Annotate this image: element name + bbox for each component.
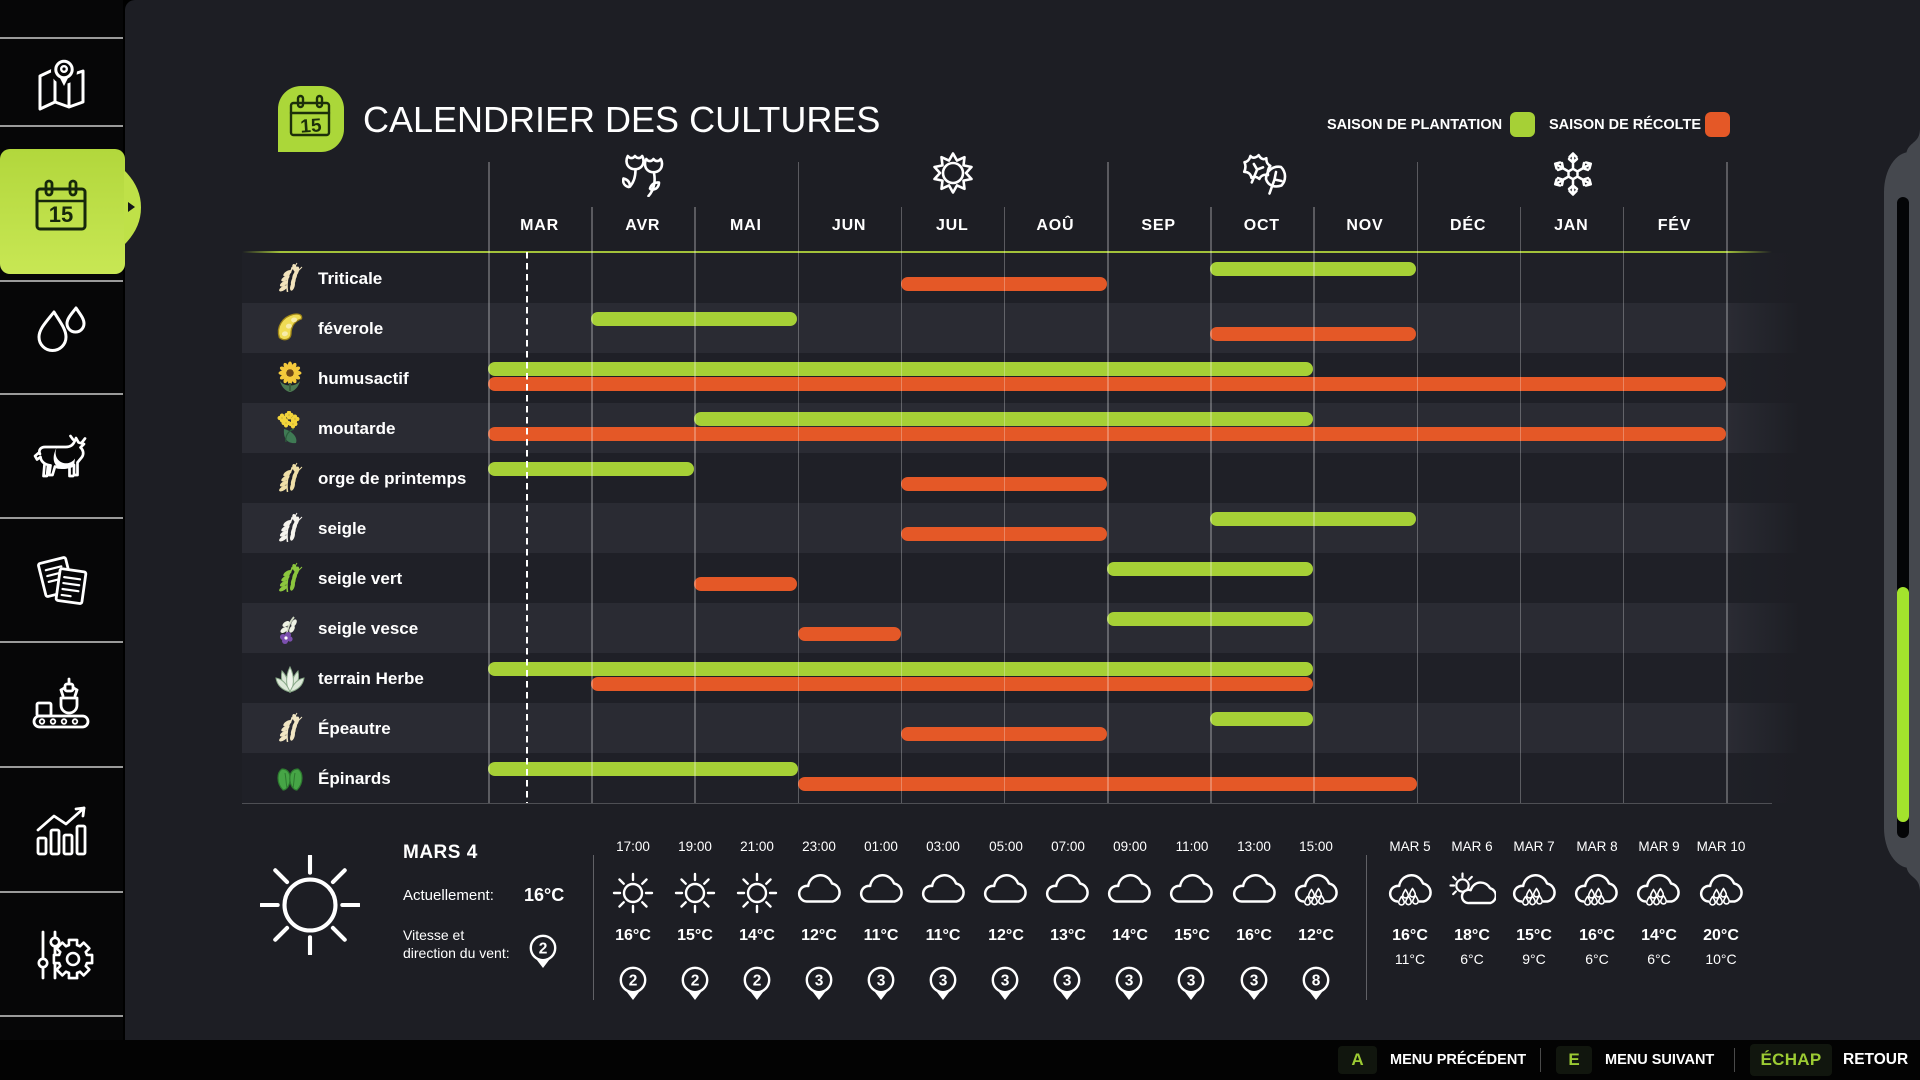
svg-text:3: 3 [1125, 973, 1134, 990]
svg-text:8: 8 [1312, 973, 1321, 990]
svg-text:3: 3 [877, 973, 886, 990]
svg-text:3: 3 [1250, 973, 1259, 990]
svg-text:2: 2 [691, 973, 700, 990]
svg-text:3: 3 [939, 973, 948, 990]
svg-text:3: 3 [815, 973, 824, 990]
svg-text:3: 3 [1001, 973, 1010, 990]
svg-text:2: 2 [753, 973, 762, 990]
svg-text:3: 3 [1063, 973, 1072, 990]
svg-text:2: 2 [539, 941, 548, 958]
svg-text:15: 15 [300, 115, 323, 137]
svg-text:3: 3 [1187, 973, 1196, 990]
svg-text:2: 2 [629, 973, 638, 990]
svg-text:15: 15 [49, 202, 73, 227]
